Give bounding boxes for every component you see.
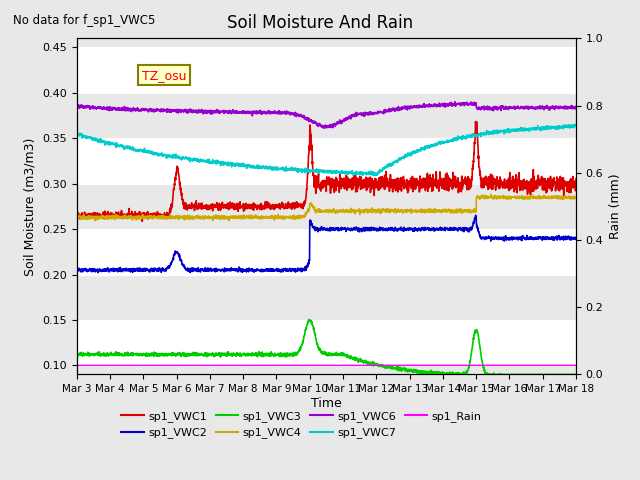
Y-axis label: Rain (mm): Rain (mm) — [609, 174, 622, 239]
Bar — [77, 48, 576, 93]
Bar — [77, 320, 576, 365]
X-axis label: Time: Time — [311, 397, 342, 410]
Y-axis label: Soil Moisture (m3/m3): Soil Moisture (m3/m3) — [24, 137, 36, 276]
Bar — [77, 138, 576, 184]
Legend: sp1_VWC1, sp1_VWC2, sp1_VWC3, sp1_VWC4, sp1_VWC6, sp1_VWC7, sp1_Rain: sp1_VWC1, sp1_VWC2, sp1_VWC3, sp1_VWC4, … — [117, 407, 486, 443]
Text: TZ_osu: TZ_osu — [141, 69, 186, 82]
Text: No data for f_sp1_VWC5: No data for f_sp1_VWC5 — [13, 14, 155, 27]
Bar — [77, 229, 576, 275]
Text: Soil Moisture And Rain: Soil Moisture And Rain — [227, 14, 413, 33]
